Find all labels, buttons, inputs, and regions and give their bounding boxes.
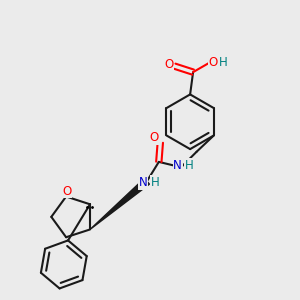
- Text: H: H: [151, 176, 160, 189]
- Text: O: O: [164, 58, 173, 71]
- Text: O: O: [209, 56, 218, 68]
- Text: N: N: [139, 176, 148, 189]
- Text: O: O: [62, 185, 72, 198]
- Text: O: O: [149, 131, 158, 144]
- Text: H: H: [185, 159, 194, 172]
- Text: N: N: [173, 159, 182, 172]
- Polygon shape: [90, 178, 149, 230]
- Text: H: H: [218, 56, 227, 68]
